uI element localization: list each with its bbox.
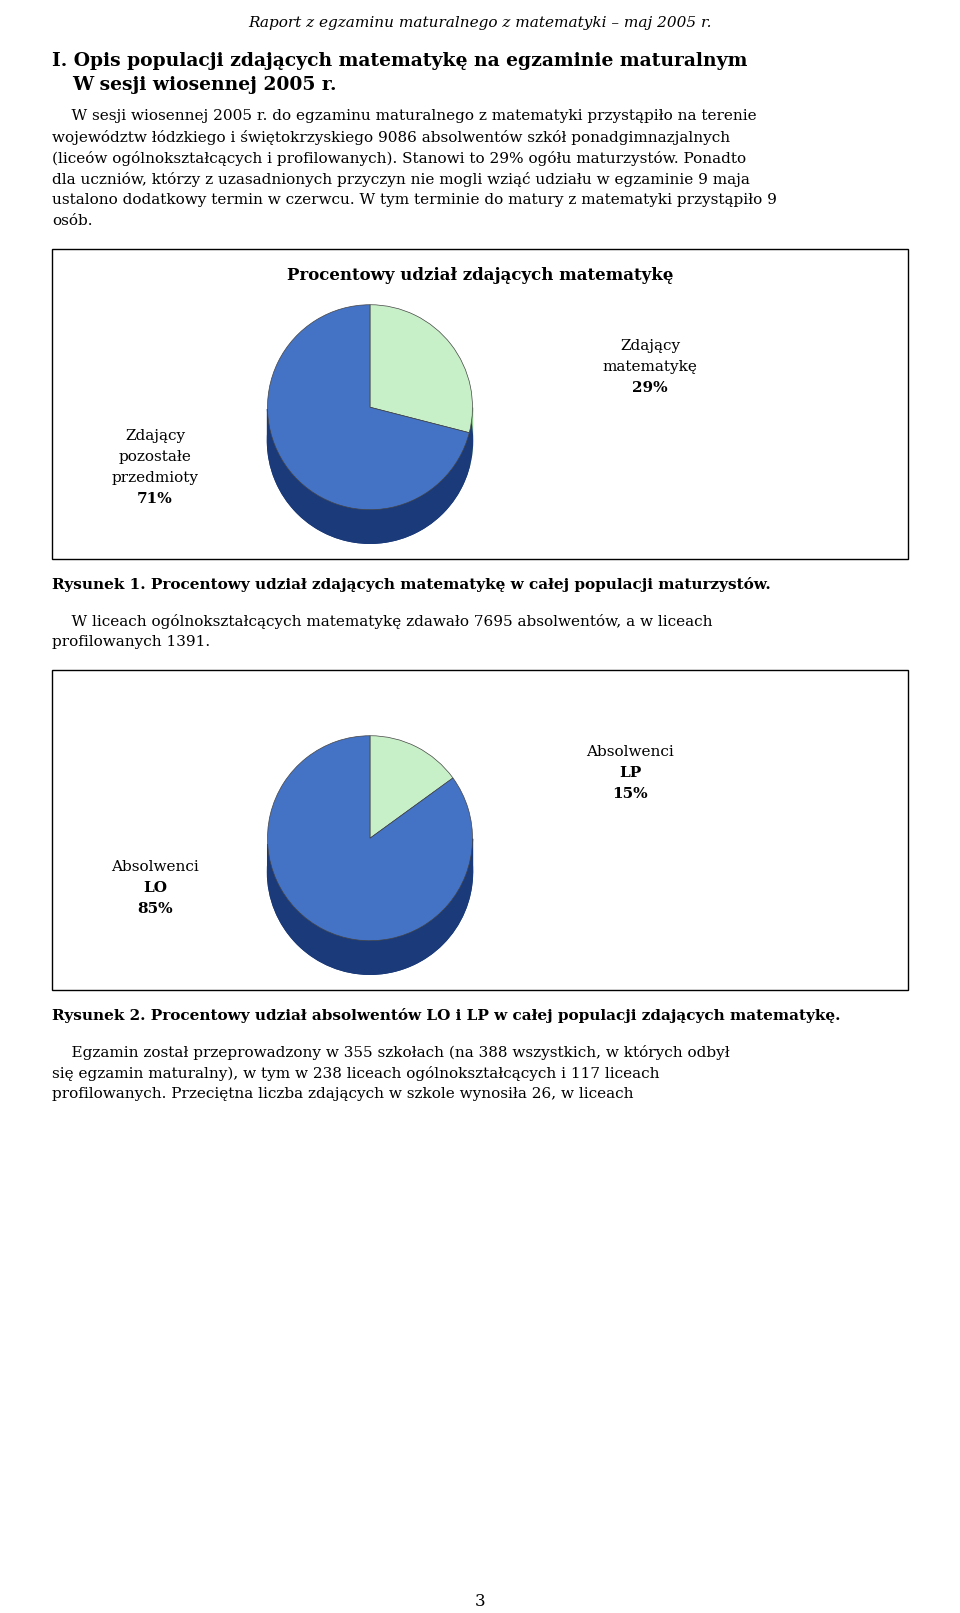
Polygon shape — [268, 410, 469, 544]
Wedge shape — [268, 736, 472, 940]
Wedge shape — [370, 305, 472, 432]
Text: ustalono dodatkowy termin w czerwcu. W tym terminie do matury z matematyki przys: ustalono dodatkowy termin w czerwcu. W t… — [52, 194, 777, 206]
Bar — [52, 248, 908, 560]
Text: 3: 3 — [474, 1594, 486, 1610]
Text: W liceach ogólnokształcących matematykę zdawało 7695 absolwentów, a w liceach: W liceach ogólnokształcących matematykę … — [52, 615, 712, 629]
Text: profilowanych. Przeciętna liczba zdających w szkole wynosiła 26, w liceach: profilowanych. Przeciętna liczba zdający… — [52, 1087, 634, 1102]
Text: LP: LP — [619, 766, 641, 781]
Text: profilowanych 1391.: profilowanych 1391. — [52, 636, 210, 648]
Text: województw łódzkiego i świętokrzyskiego 9086 absolwentów szkół ponadgimnazjalnyc: województw łódzkiego i świętokrzyskiego … — [52, 131, 731, 145]
Text: 29%: 29% — [633, 381, 668, 395]
Text: Egzamin został przeprowadzony w 355 szkołach (na 388 wszystkich, w których odbył: Egzamin został przeprowadzony w 355 szko… — [52, 1045, 730, 1060]
Text: I. Opis populacji zdających matematykę na egzaminie maturalnym: I. Opis populacji zdających matematykę n… — [52, 52, 748, 69]
Text: (liceów ogólnokształcących i profilowanych). Stanowi to 29% ogółu maturzystów. P: (liceów ogólnokształcących i profilowany… — [52, 152, 746, 166]
Text: Rysunek 1. Procentowy udział zdających matematykę w całej populacji maturzystów.: Rysunek 1. Procentowy udział zdających m… — [52, 577, 771, 592]
Text: W sesji wiosennej 2005 r.: W sesji wiosennej 2005 r. — [72, 76, 337, 94]
Polygon shape — [370, 406, 469, 466]
Text: W sesji wiosennej 2005 r. do egzaminu maturalnego z matematyki przystąpiło na te: W sesji wiosennej 2005 r. do egzaminu ma… — [52, 110, 756, 123]
Polygon shape — [370, 406, 469, 466]
Text: dla uczniów, którzy z uzasadnionych przyczyn nie mogli wziąć udziału w egzaminie: dla uczniów, którzy z uzasadnionych przy… — [52, 173, 750, 187]
Text: Zdający: Zdający — [125, 429, 185, 444]
Text: Rysunek 2. Procentowy udział absolwentów LO i LP w całej populacji zdających mat: Rysunek 2. Procentowy udział absolwentów… — [52, 1008, 841, 1023]
Bar — [52, 669, 908, 990]
Wedge shape — [370, 736, 453, 839]
Text: 15%: 15% — [612, 787, 648, 802]
Text: przedmioty: przedmioty — [111, 471, 199, 486]
Text: 71%: 71% — [137, 492, 173, 506]
Ellipse shape — [268, 769, 472, 974]
Text: pozostałe: pozostałe — [119, 450, 191, 465]
Text: Absolwenci: Absolwenci — [587, 745, 674, 760]
Ellipse shape — [268, 339, 472, 544]
Wedge shape — [268, 305, 469, 510]
Text: Zdający: Zdający — [620, 339, 680, 353]
Text: Procentowy udział zdających matematykę: Procentowy udział zdających matematykę — [287, 268, 673, 284]
Text: 85%: 85% — [137, 902, 173, 916]
Text: LO: LO — [143, 881, 167, 895]
Text: osób.: osób. — [52, 215, 92, 227]
Text: Absolwenci: Absolwenci — [111, 860, 199, 874]
Polygon shape — [268, 839, 472, 974]
Text: matematykę: matematykę — [603, 360, 697, 374]
Text: Raport z egzaminu maturalnego z matematyki – maj 2005 r.: Raport z egzaminu maturalnego z matematy… — [249, 16, 711, 31]
Polygon shape — [469, 408, 472, 466]
Text: się egzamin maturalny), w tym w 238 liceach ogólnokształcących i 117 liceach: się egzamin maturalny), w tym w 238 lice… — [52, 1066, 660, 1081]
